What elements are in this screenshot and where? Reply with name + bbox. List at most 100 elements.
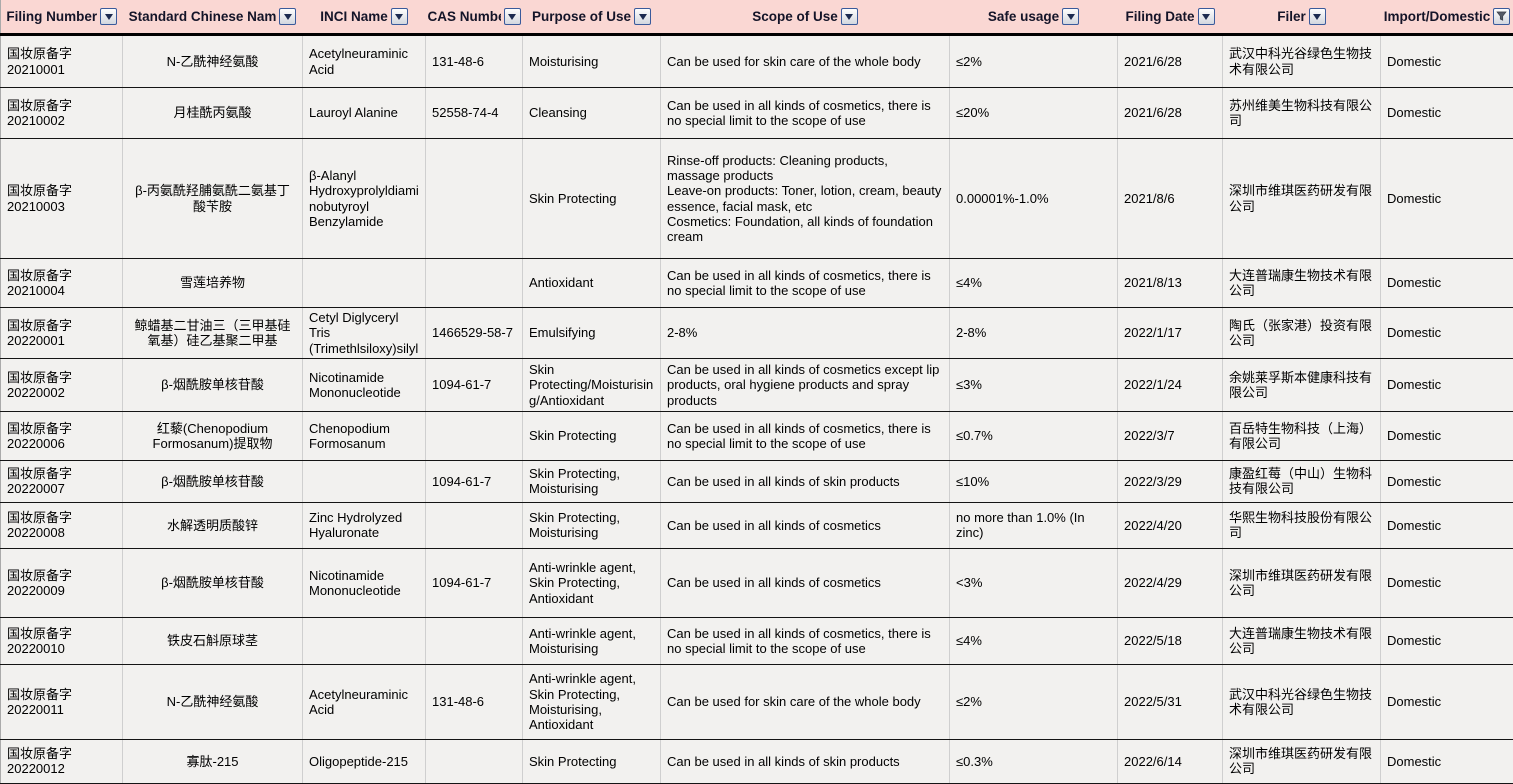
cell-filing-number[interactable]: 国妆原备字 20220011: [1, 664, 123, 739]
cell-inci-name[interactable]: Oligopeptide-215: [303, 739, 426, 783]
cell-scope[interactable]: Can be used in all kinds of cosmetics, t…: [661, 259, 950, 308]
cell-purpose[interactable]: Moisturising: [523, 35, 661, 88]
filter-dropdown-button[interactable]: [1198, 8, 1215, 25]
filter-dropdown-button[interactable]: [1062, 8, 1079, 25]
cell-filing-number[interactable]: 国妆原备字 20210003: [1, 139, 123, 259]
cell-cas-number[interactable]: [426, 411, 523, 460]
cell-filer[interactable]: 武汉中科光谷绿色生物技术有限公司: [1223, 664, 1381, 739]
cell-scope[interactable]: Can be used in all kinds of skin product…: [661, 460, 950, 502]
cell-scope[interactable]: Can be used in all kinds of skin product…: [661, 739, 950, 783]
cell-purpose[interactable]: Anti-wrinkle agent, Moisturising: [523, 617, 661, 664]
cell-chinese-name[interactable]: 铁皮石斛原球茎: [123, 617, 303, 664]
cell-chinese-name[interactable]: 寡肽-215: [123, 739, 303, 783]
filter-dropdown-button[interactable]: [504, 8, 521, 25]
cell-filing-date[interactable]: 2022/6/14: [1118, 739, 1223, 783]
cell-safe-usage[interactable]: ≤3%: [950, 358, 1118, 411]
cell-filer[interactable]: 大连普瑞康生物技术有限公司: [1223, 617, 1381, 664]
cell-filing-number[interactable]: 国妆原备字 20220002: [1, 358, 123, 411]
cell-safe-usage[interactable]: ≤20%: [950, 88, 1118, 139]
cell-filing-number[interactable]: 国妆原备字 20220008: [1, 502, 123, 548]
cell-inci-name[interactable]: Acetylneuraminic Acid: [303, 664, 426, 739]
cell-import-domestic[interactable]: Domestic: [1381, 460, 1513, 502]
cell-filing-date[interactable]: 2022/4/20: [1118, 502, 1223, 548]
cell-cas-number[interactable]: 131-48-6: [426, 664, 523, 739]
filter-dropdown-button[interactable]: [841, 8, 858, 25]
cell-filer[interactable]: 深圳市维琪医药研发有限公司: [1223, 548, 1381, 617]
cell-safe-usage[interactable]: ≤0.7%: [950, 411, 1118, 460]
cell-purpose[interactable]: Cleansing: [523, 88, 661, 139]
cell-chinese-name[interactable]: β-烟酰胺单核苷酸: [123, 358, 303, 411]
filter-applied-button[interactable]: [1493, 8, 1510, 25]
cell-scope[interactable]: Can be used for skin care of the whole b…: [661, 35, 950, 88]
cell-scope[interactable]: Can be used for skin care of the whole b…: [661, 664, 950, 739]
cell-scope[interactable]: Can be used in all kinds of cosmetics ex…: [661, 358, 950, 411]
cell-cas-number[interactable]: 131-48-6: [426, 35, 523, 88]
cell-purpose[interactable]: Skin Protecting, Moisturising: [523, 502, 661, 548]
cell-import-domestic[interactable]: Domestic: [1381, 617, 1513, 664]
cell-cas-number[interactable]: 1094-61-7: [426, 460, 523, 502]
cell-inci-name[interactable]: Nicotinamide Mononucleotide: [303, 548, 426, 617]
cell-filing-date[interactable]: 2022/4/29: [1118, 548, 1223, 617]
cell-cas-number[interactable]: [426, 259, 523, 308]
cell-safe-usage[interactable]: ≤2%: [950, 35, 1118, 88]
cell-inci-name[interactable]: Nicotinamide Mononucleotide: [303, 358, 426, 411]
cell-filing-date[interactable]: 2022/3/7: [1118, 411, 1223, 460]
cell-filer[interactable]: 华熙生物科技股份有限公司: [1223, 502, 1381, 548]
cell-import-domestic[interactable]: Domestic: [1381, 664, 1513, 739]
cell-inci-name[interactable]: Lauroyl Alanine: [303, 88, 426, 139]
cell-scope[interactable]: Can be used in all kinds of cosmetics, t…: [661, 411, 950, 460]
cell-filing-date[interactable]: 2022/1/24: [1118, 358, 1223, 411]
cell-purpose[interactable]: Anti-wrinkle agent, Skin Protecting, Moi…: [523, 664, 661, 739]
cell-filer[interactable]: 百岳特生物科技（上海）有限公司: [1223, 411, 1381, 460]
cell-import-domestic[interactable]: Domestic: [1381, 259, 1513, 308]
cell-safe-usage[interactable]: no more than 1.0% (In zinc): [950, 502, 1118, 548]
cell-inci-name[interactable]: Zinc Hydrolyzed Hyaluronate: [303, 502, 426, 548]
cell-filer[interactable]: 深圳市维琪医药研发有限公司: [1223, 739, 1381, 783]
cell-scope[interactable]: Rinse-off products: Cleaning products, m…: [661, 139, 950, 259]
cell-scope[interactable]: Can be used in all kinds of cosmetics: [661, 502, 950, 548]
cell-filing-date[interactable]: 2021/8/6: [1118, 139, 1223, 259]
cell-purpose[interactable]: Skin Protecting/Moisturising/Antioxidant: [523, 358, 661, 411]
cell-scope[interactable]: Can be used in all kinds of cosmetics, t…: [661, 617, 950, 664]
cell-purpose[interactable]: Skin Protecting: [523, 411, 661, 460]
cell-import-domestic[interactable]: Domestic: [1381, 411, 1513, 460]
cell-cas-number[interactable]: [426, 617, 523, 664]
cell-safe-usage[interactable]: <3%: [950, 548, 1118, 617]
cell-chinese-name[interactable]: 雪莲培养物: [123, 259, 303, 308]
cell-purpose[interactable]: Emulsifying: [523, 308, 661, 359]
cell-import-domestic[interactable]: Domestic: [1381, 502, 1513, 548]
cell-chinese-name[interactable]: N-乙酰神经氨酸: [123, 35, 303, 88]
cell-import-domestic[interactable]: Domestic: [1381, 548, 1513, 617]
cell-filing-date[interactable]: 2021/6/28: [1118, 88, 1223, 139]
cell-chinese-name[interactable]: 水解透明质酸锌: [123, 502, 303, 548]
cell-purpose[interactable]: Skin Protecting: [523, 139, 661, 259]
cell-safe-usage[interactable]: ≤0.3%: [950, 739, 1118, 783]
cell-chinese-name[interactable]: 红藜(Chenopodium Formosanum)提取物: [123, 411, 303, 460]
cell-cas-number[interactable]: 52558-74-4: [426, 88, 523, 139]
cell-cas-number[interactable]: [426, 502, 523, 548]
cell-filing-number[interactable]: 国妆原备字 20210004: [1, 259, 123, 308]
filter-dropdown-button[interactable]: [1309, 8, 1326, 25]
cell-inci-name[interactable]: [303, 460, 426, 502]
cell-safe-usage[interactable]: 2-8%: [950, 308, 1118, 359]
cell-filing-number[interactable]: 国妆原备字 20220007: [1, 460, 123, 502]
filter-dropdown-button[interactable]: [391, 8, 408, 25]
cell-filing-number[interactable]: 国妆原备字 20220001: [1, 308, 123, 359]
cell-filing-date[interactable]: 2022/1/17: [1118, 308, 1223, 359]
cell-cas-number[interactable]: [426, 139, 523, 259]
cell-safe-usage[interactable]: ≤2%: [950, 664, 1118, 739]
cell-filer[interactable]: 康盈红莓（中山）生物科技有限公司: [1223, 460, 1381, 502]
cell-import-domestic[interactable]: Domestic: [1381, 739, 1513, 783]
cell-scope[interactable]: 2-8%: [661, 308, 950, 359]
cell-inci-name[interactable]: [303, 617, 426, 664]
cell-scope[interactable]: Can be used in all kinds of cosmetics: [661, 548, 950, 617]
cell-safe-usage[interactable]: ≤4%: [950, 617, 1118, 664]
cell-filing-number[interactable]: 国妆原备字 20210002: [1, 88, 123, 139]
cell-chinese-name[interactable]: β-烟酰胺单核苷酸: [123, 548, 303, 617]
cell-cas-number[interactable]: 1094-61-7: [426, 358, 523, 411]
cell-filing-number[interactable]: 国妆原备字 20220009: [1, 548, 123, 617]
cell-safe-usage[interactable]: ≤4%: [950, 259, 1118, 308]
cell-inci-name[interactable]: [303, 259, 426, 308]
cell-inci-name[interactable]: Cetyl Diglyceryl Tris (Trimethlsiloxy)si…: [303, 308, 426, 359]
cell-filer[interactable]: 苏州维美生物科技有限公司: [1223, 88, 1381, 139]
